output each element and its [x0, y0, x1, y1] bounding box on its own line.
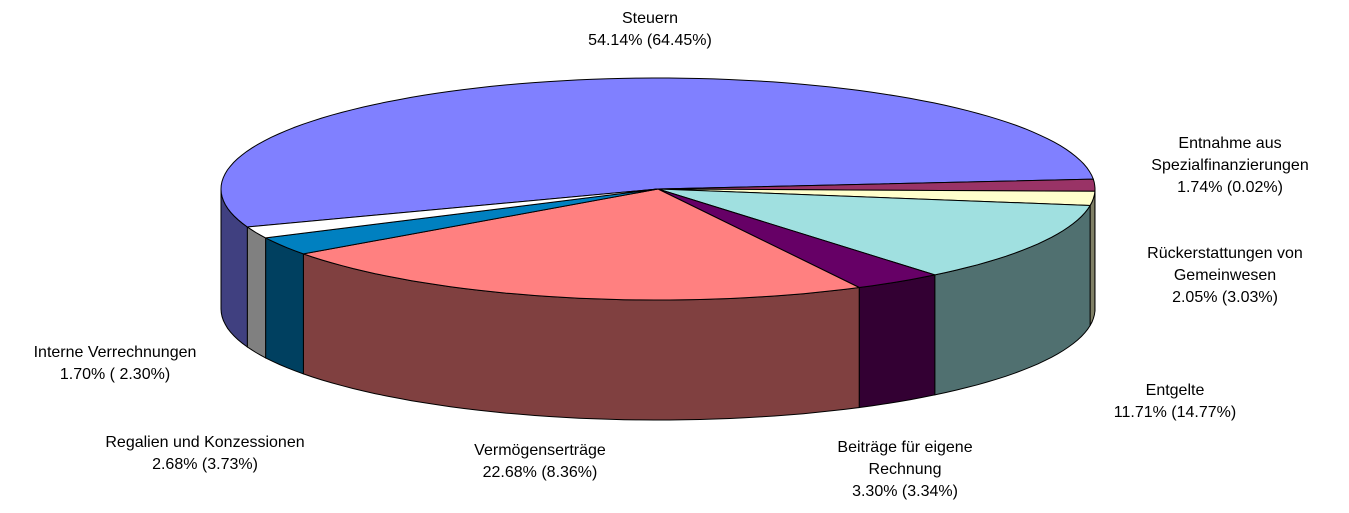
slice-value: 1.70% ( 2.30%) [59, 366, 171, 383]
slice-value: 3.30% (3.34%) [852, 483, 958, 500]
slice-name: Entgelte [1145, 382, 1205, 399]
slice-top [263, 188, 659, 255]
slice-value: 2.05% (3.03%) [1172, 289, 1278, 306]
slice-label: Entnahme aus Spezialfinanzierungen 1.74% … [1130, 133, 1330, 199]
slice-label: Vermögenserträge 22.68% (8.36%) [430, 440, 650, 484]
slice-label: Steuern 54.14% (64.45%) [500, 8, 800, 52]
slice-name: Entnahme aus Spezialfinanzierungen [1151, 135, 1309, 174]
slice-label: Beiträge für eigene Rechnung 3.30% (3.34%… [818, 437, 993, 503]
slice-side [1089, 191, 1096, 326]
slice-name: Interne Verrechnungen [33, 344, 197, 361]
slice-top [301, 188, 861, 301]
slice-side [265, 237, 304, 375]
slice-value: 22.68% (8.36%) [482, 464, 598, 481]
slice-name: Beiträge für eigene Rechnung [837, 439, 973, 478]
slice-name: Vermögenserträge [474, 442, 606, 459]
slice-top [245, 188, 659, 239]
slice-label: Entgelte 11.71% (14.77%) [1075, 380, 1275, 424]
slice-name: Steuern [621, 10, 679, 27]
slice-value: 1.74% (0.02%) [1177, 179, 1283, 196]
slice-name: Regalien und Konzessionen [105, 434, 305, 451]
slice-name: Rückerstattungen von Gemeinwesen [1147, 245, 1303, 284]
slice-top [657, 188, 935, 289]
slice-label: Interne Verrechnungen 1.70% ( 2.30%) [0, 342, 235, 386]
slice-top [220, 77, 1095, 228]
slice-label: Regalien und Konzessionen 2.68% (3.73%) [55, 432, 355, 476]
slice-value: 11.71% (14.77%) [1113, 404, 1237, 421]
slice-value: 2.68% (3.73%) [152, 456, 258, 473]
slice-side [246, 226, 267, 359]
slice-label: Rückerstattungen von Gemeinwesen 2.05% (3… [1125, 243, 1325, 309]
slice-side [858, 274, 936, 409]
slice-top [657, 188, 1091, 276]
slice-value: 54.14% (64.45%) [588, 32, 712, 49]
